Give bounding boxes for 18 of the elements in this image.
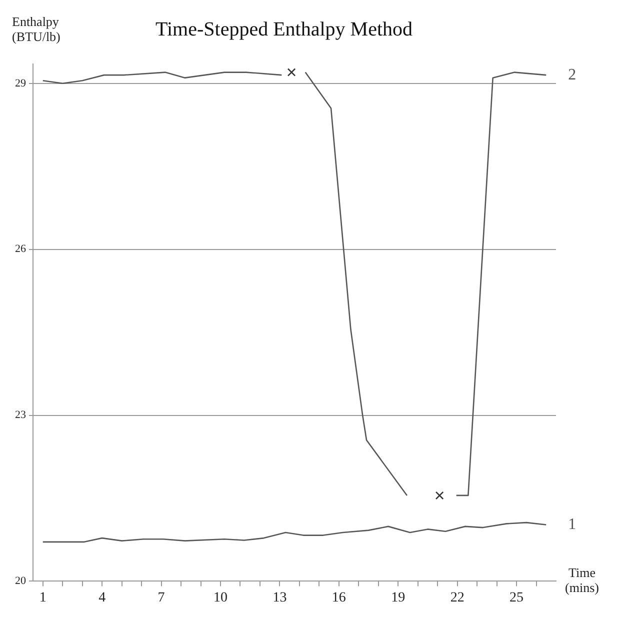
y-tick-label: 20: [15, 575, 26, 588]
x-axis-title: Time (mins): [565, 565, 599, 596]
y-axis-title: Enthalpy (BTU/lb): [12, 14, 60, 44]
x-tick-label: 19: [391, 590, 406, 606]
x-tick-label: 16: [332, 590, 346, 606]
x-tick-label: 25: [510, 590, 524, 606]
x-tick-label: 7: [158, 590, 165, 606]
x-tick-label: 4: [98, 590, 106, 606]
series-label: 2: [568, 66, 576, 84]
y-tick-label: 23: [15, 409, 26, 422]
series-label: 1: [568, 516, 576, 533]
chart-title: Time-Stepped Enthalpy Method: [155, 18, 413, 40]
x-tick-label: 22: [450, 590, 464, 606]
y-tick-label: 26: [15, 243, 26, 256]
x-tick-label: 13: [272, 590, 287, 606]
y-tick-label: 29: [15, 77, 26, 90]
x-tick-label: 1: [39, 590, 46, 606]
x-tick-label: 10: [213, 590, 228, 606]
